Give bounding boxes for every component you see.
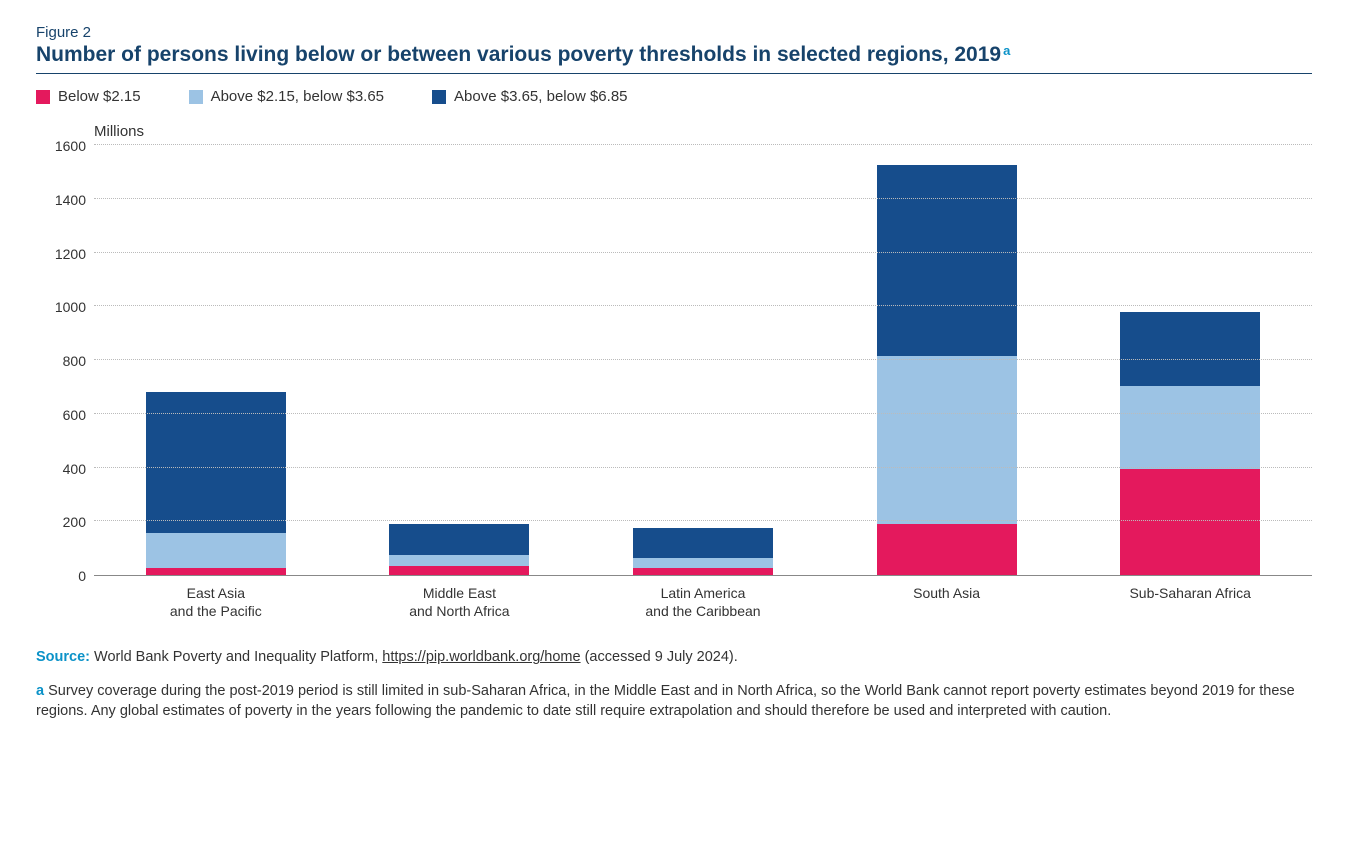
x-tick-label: East Asiaand the Pacific — [136, 584, 296, 620]
bar-segment — [877, 524, 1017, 575]
bar-segment — [1120, 469, 1260, 575]
y-tick-label: 0 — [78, 568, 86, 584]
source-suffix: (accessed 9 July 2024). — [581, 649, 738, 665]
y-tick-label: 200 — [63, 514, 86, 530]
bar-segment — [389, 566, 529, 575]
bar-slot — [136, 392, 296, 575]
title-superscript: a — [1003, 43, 1010, 58]
note-text: Survey coverage during the post-2019 per… — [36, 683, 1295, 719]
x-tick-label: Latin Americaand the Caribbean — [623, 584, 783, 620]
bar-segment — [877, 356, 1017, 524]
gridline — [94, 413, 1312, 414]
bar-segment — [1120, 312, 1260, 386]
legend-item: Below $2.15 — [36, 88, 141, 105]
bar-segment — [633, 558, 773, 569]
bar-segment — [389, 524, 529, 555]
bar-slot — [379, 524, 539, 575]
legend-item: Above $2.15, below $3.65 — [189, 88, 384, 105]
stacked-bar — [877, 165, 1017, 575]
stacked-bar — [146, 392, 286, 575]
legend: Below $2.15 Above $2.15, below $3.65 Above… — [36, 88, 1312, 105]
stacked-bar — [1120, 312, 1260, 575]
y-tick-label: 1600 — [55, 138, 86, 154]
gridline — [94, 520, 1312, 521]
gridline — [94, 252, 1312, 253]
y-tick-label: 1400 — [55, 192, 86, 208]
bar-segment — [1120, 386, 1260, 469]
x-tick-label: Sub-Saharan Africa — [1110, 584, 1270, 620]
legend-swatch — [432, 90, 446, 104]
legend-swatch — [36, 90, 50, 104]
note-label: a — [36, 683, 44, 699]
y-tick-label: 1000 — [55, 299, 86, 315]
y-tick-label: 800 — [63, 353, 86, 369]
chart-title: Number of persons living below or betwee… — [36, 43, 1001, 67]
x-tick-label: South Asia — [867, 584, 1027, 620]
gridline — [94, 198, 1312, 199]
y-tick-label: 400 — [63, 461, 86, 477]
stacked-bar — [389, 524, 529, 575]
plot-area — [94, 146, 1312, 576]
x-axis-labels: East Asiaand the Pacific Middle Eastand N… — [94, 584, 1312, 620]
bar-segment — [146, 533, 286, 568]
y-axis: 02004006008001000120014001600 — [36, 146, 94, 576]
footnotes: Source: World Bank Poverty and Inequalit… — [36, 648, 1312, 721]
legend-label: Above $3.65, below $6.85 — [454, 88, 627, 105]
gridline — [94, 359, 1312, 360]
note-line: a Survey coverage during the post-2019 p… — [36, 682, 1312, 721]
chart: 02004006008001000120014001600 — [36, 146, 1312, 576]
legend-label: Above $2.15, below $3.65 — [211, 88, 384, 105]
bar-slot — [1110, 312, 1270, 575]
legend-swatch — [189, 90, 203, 104]
bar-segment — [633, 528, 773, 558]
bars-container — [94, 146, 1312, 575]
source-link[interactable]: https://pip.worldbank.org/home — [382, 649, 580, 665]
bar-segment — [146, 568, 286, 575]
legend-item: Above $3.65, below $6.85 — [432, 88, 627, 105]
legend-label: Below $2.15 — [58, 88, 141, 105]
bar-segment — [633, 568, 773, 575]
bar-segment — [877, 165, 1017, 356]
stacked-bar — [633, 528, 773, 575]
bar-slot — [867, 165, 1027, 575]
source-label: Source: — [36, 649, 90, 665]
source-line: Source: World Bank Poverty and Inequalit… — [36, 648, 1312, 668]
y-tick-label: 600 — [63, 407, 86, 423]
bar-slot — [623, 528, 783, 575]
gridline — [94, 144, 1312, 145]
y-tick-label: 1200 — [55, 246, 86, 262]
gridline — [94, 467, 1312, 468]
gridline — [94, 305, 1312, 306]
bar-segment — [389, 555, 529, 566]
title-row: Number of persons living below or betwee… — [36, 43, 1312, 74]
x-tick-label: Middle Eastand North Africa — [379, 584, 539, 620]
figure-label: Figure 2 — [36, 24, 1312, 41]
source-prefix: World Bank Poverty and Inequality Platfo… — [94, 649, 382, 665]
y-axis-unit: Millions — [94, 123, 1312, 140]
